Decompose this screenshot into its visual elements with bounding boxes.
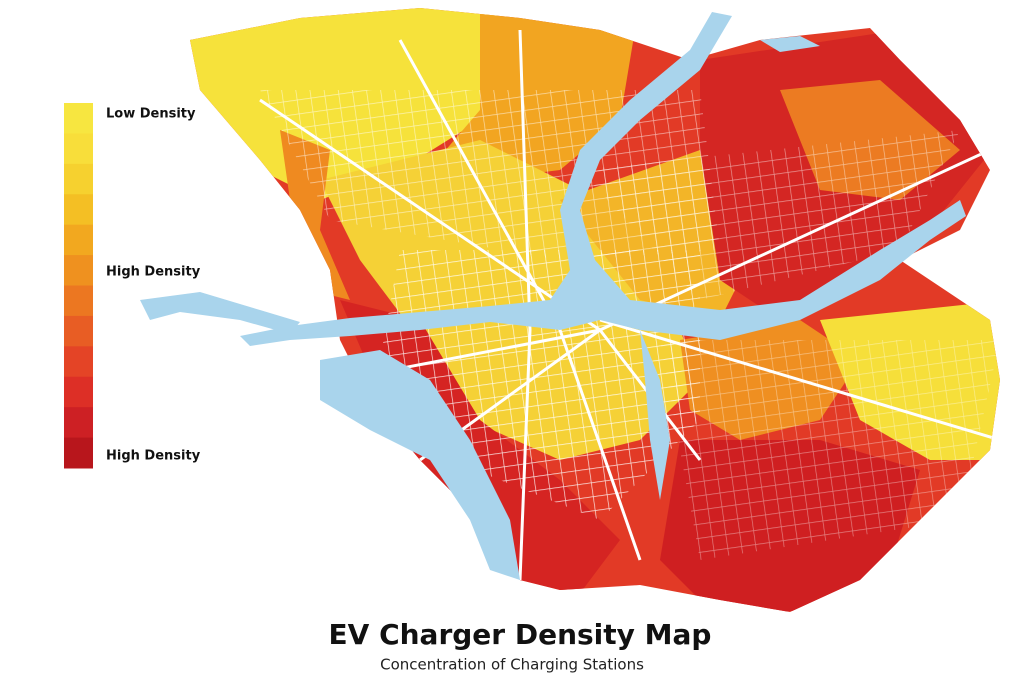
legend-swatch [64,163,93,195]
legend-swatch [64,407,93,439]
legend-swatch [64,285,93,317]
legend-label: High Density [106,265,201,280]
legend-swatch [64,133,93,165]
river-west [140,292,300,334]
legend-swatch [64,315,93,347]
legend-swatch [64,194,93,226]
legend-swatch [64,103,93,134]
water [140,12,966,580]
legend-swatch [64,224,93,256]
legend-label: High Density [106,449,201,464]
pond [760,36,820,52]
legend-swatch [64,376,93,408]
street-grid [580,130,960,300]
river [240,12,966,346]
map-subtitle: Concentration of Charging Stations [380,656,644,674]
legend-swatch [64,437,93,469]
legend-label: Low Density [106,107,196,122]
lake [320,350,520,580]
legend: Low Density High Density High Density [64,103,201,469]
density-map [190,8,1000,612]
legend-swatch [64,346,93,378]
map-title: EV Charger Density Map [329,618,712,651]
river-south [640,330,670,500]
legend-swatch [64,255,93,286]
west-mid [280,130,350,300]
street-grid [660,340,1000,560]
